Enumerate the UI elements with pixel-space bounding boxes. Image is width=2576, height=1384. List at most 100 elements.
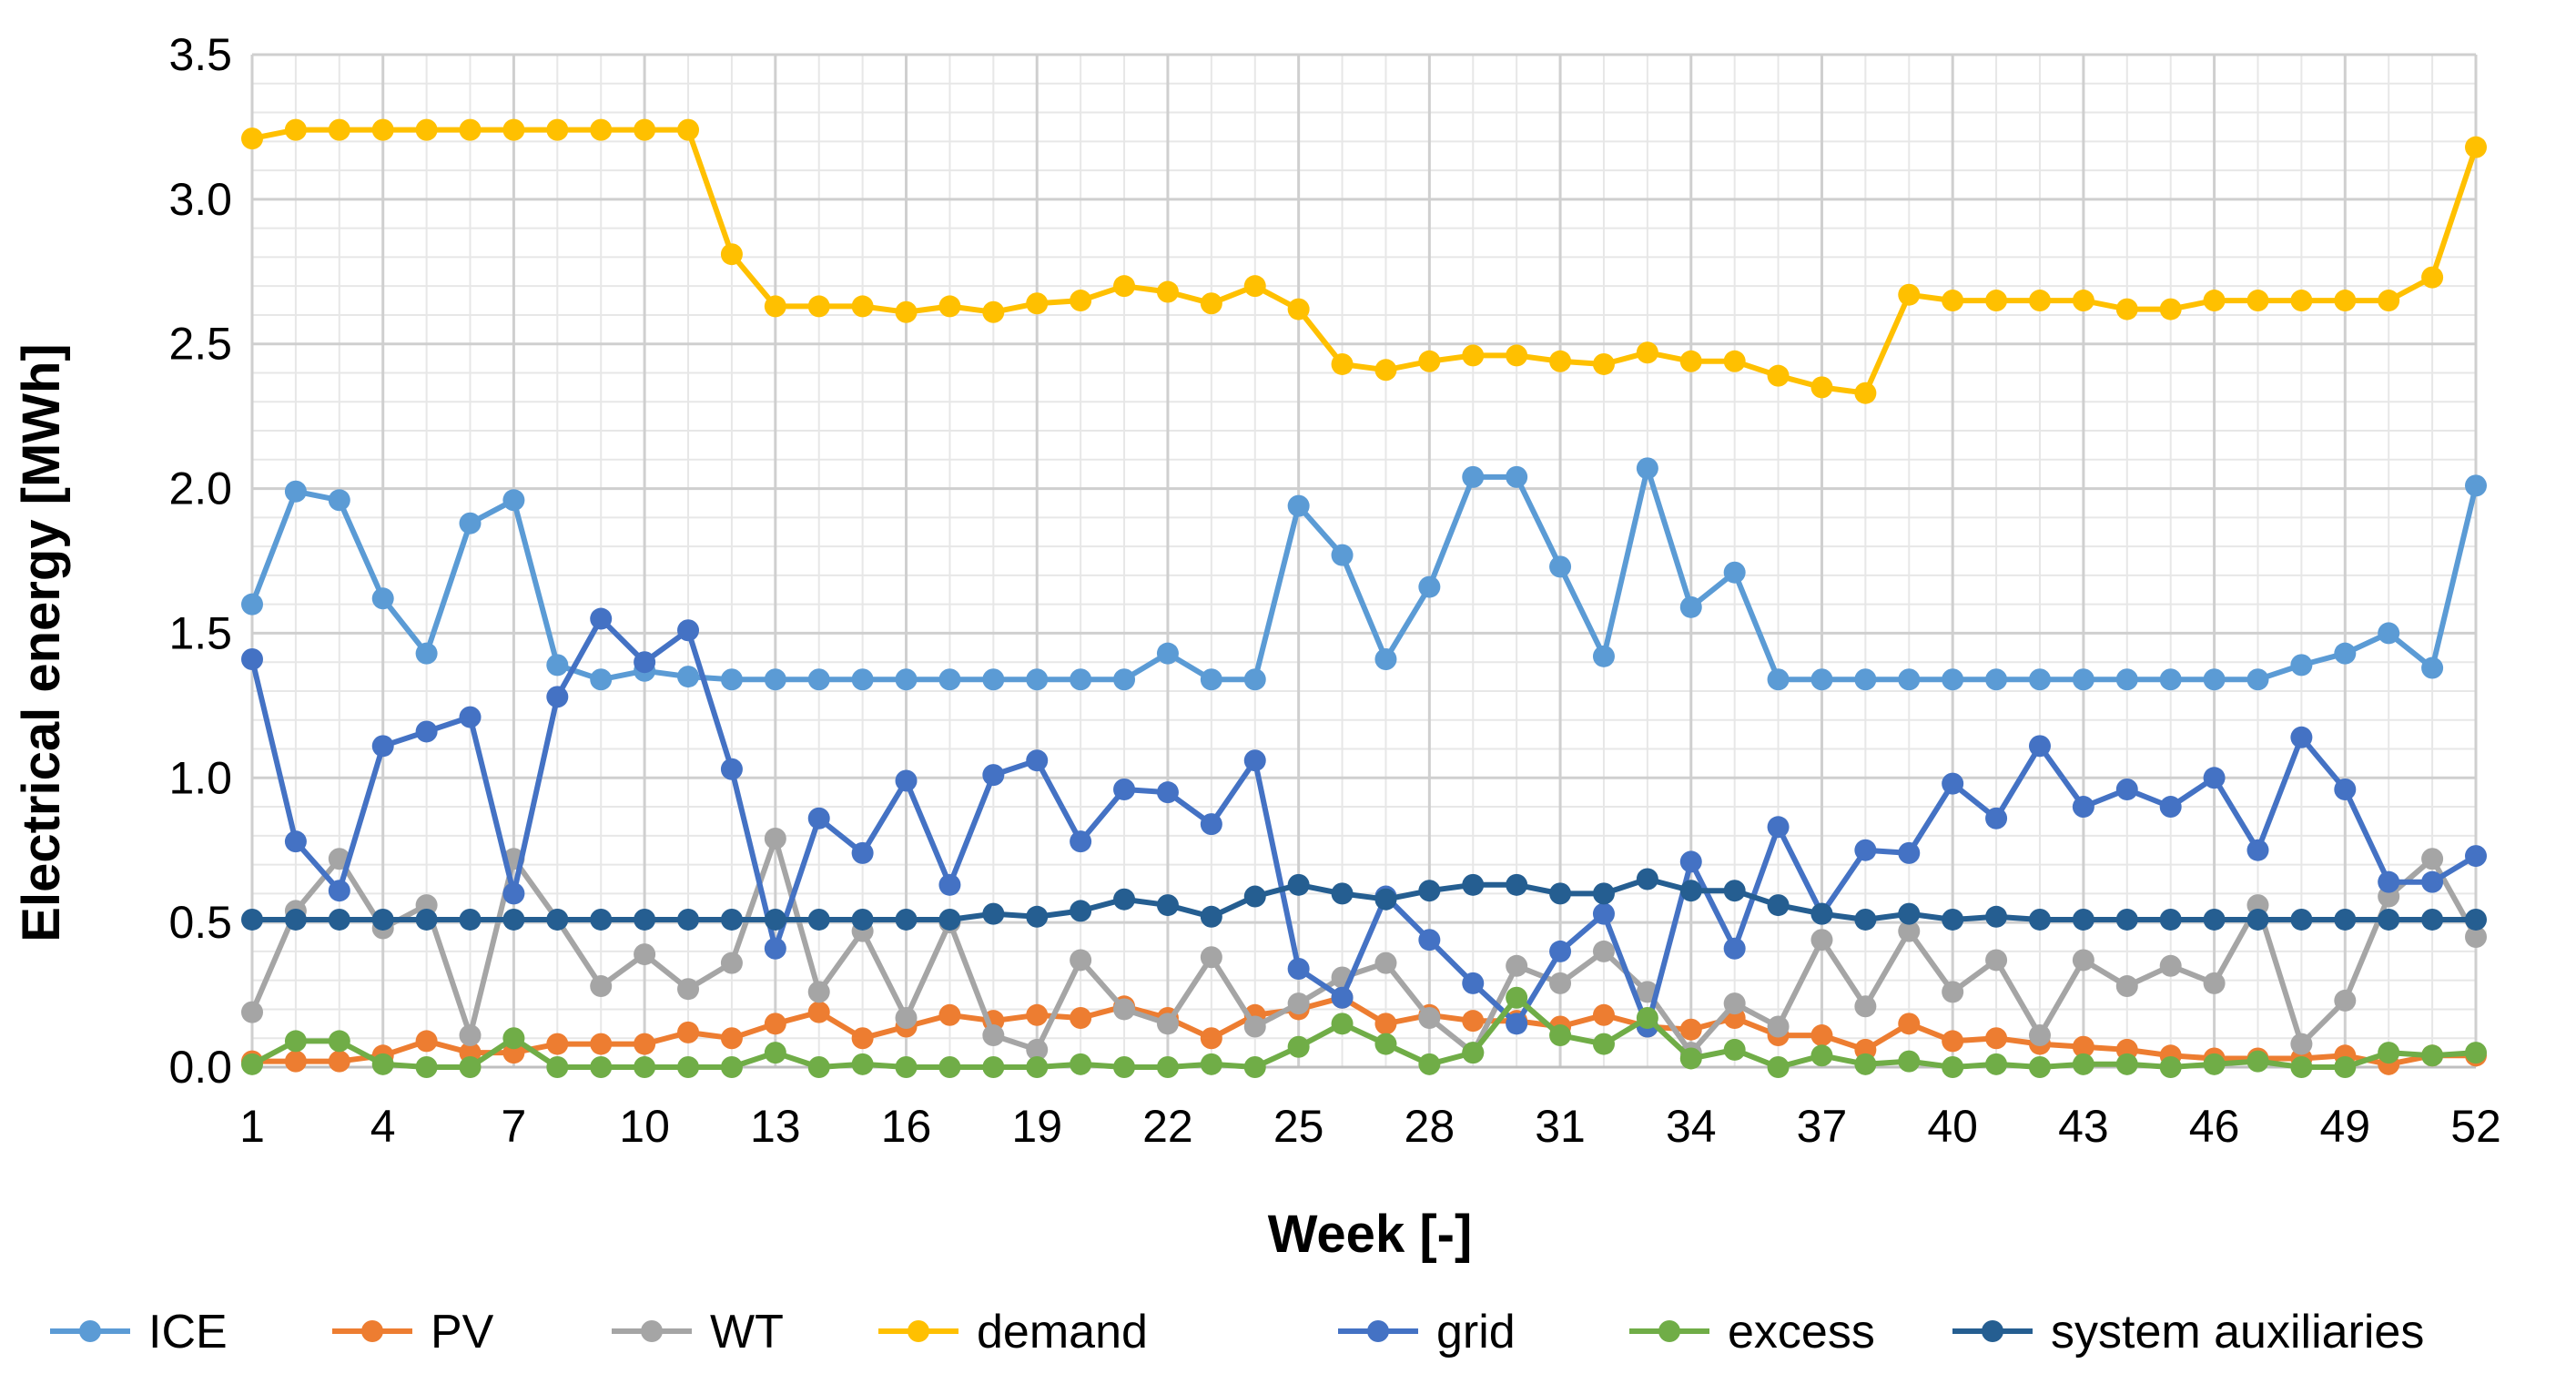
x-tick-label: 31 xyxy=(1535,1101,1586,1152)
data-point xyxy=(1462,465,1485,488)
data-point xyxy=(1026,1038,1049,1061)
legend-entry: excess xyxy=(1629,1306,1875,1359)
data-point xyxy=(328,1030,350,1053)
x-tick-label: 34 xyxy=(1666,1101,1717,1152)
data-point xyxy=(1679,850,1702,873)
data-point xyxy=(1549,1024,1572,1047)
legend: ICE PV WT demand grid excess system auxiliarie… xyxy=(50,1306,2424,1359)
data-point xyxy=(982,300,1005,323)
legend-marker xyxy=(361,1320,383,1342)
data-point xyxy=(1462,344,1485,367)
data-point xyxy=(2072,949,2094,972)
data-point xyxy=(2378,622,2400,645)
data-point xyxy=(1636,868,1658,890)
data-point xyxy=(1898,920,1921,942)
data-point xyxy=(1243,749,1266,772)
x-tick-label: 22 xyxy=(1142,1101,1193,1152)
data-point xyxy=(764,295,786,318)
data-point xyxy=(1592,645,1615,667)
legend-marker xyxy=(79,1320,101,1342)
x-tick-label: 1 xyxy=(239,1101,265,1152)
data-point xyxy=(1287,957,1310,980)
data-point xyxy=(371,587,394,610)
data-point xyxy=(764,1013,786,1035)
data-point xyxy=(1549,940,1572,962)
data-point xyxy=(371,118,394,141)
data-point xyxy=(1156,894,1179,917)
data-point xyxy=(1462,1010,1485,1033)
data-point xyxy=(1854,668,1877,691)
data-point xyxy=(851,908,874,931)
data-point xyxy=(1070,290,1092,312)
data-point xyxy=(1243,275,1266,298)
data-point xyxy=(546,686,569,708)
data-point xyxy=(502,489,525,512)
data-point xyxy=(634,943,656,966)
data-point xyxy=(2246,1050,2269,1073)
y-tick-labels: 0.0 0.5 1.0 1.5 2.0 2.5 3.0 3.5 xyxy=(168,29,232,1093)
data-point xyxy=(1243,1015,1266,1038)
legend-entry: demand xyxy=(878,1306,1148,1359)
data-point xyxy=(1898,668,1921,691)
data-point xyxy=(1592,1033,1615,1055)
data-point xyxy=(284,830,307,853)
data-point xyxy=(415,720,438,743)
data-point xyxy=(284,908,307,931)
series-line xyxy=(251,127,2479,396)
data-point xyxy=(1462,972,1485,994)
data-point xyxy=(2072,796,2094,819)
data-point xyxy=(982,1056,1005,1078)
y-tick-label: 2.0 xyxy=(168,463,232,514)
data-point xyxy=(982,764,1005,787)
data-point xyxy=(1331,544,1354,566)
data-point xyxy=(1942,908,1964,931)
data-point xyxy=(2334,908,2357,931)
series-wt xyxy=(241,828,2487,1064)
data-point xyxy=(1156,280,1179,303)
data-point xyxy=(2159,298,2182,321)
data-point xyxy=(720,243,743,266)
data-point xyxy=(720,758,743,780)
data-point xyxy=(1156,642,1179,665)
legend-label: excess xyxy=(1728,1306,1875,1359)
data-point xyxy=(284,1050,307,1073)
series-line xyxy=(249,616,2478,1030)
x-tick-label: 25 xyxy=(1273,1101,1324,1152)
data-point xyxy=(2246,668,2269,691)
data-point xyxy=(807,981,830,1003)
x-tick-label: 43 xyxy=(2058,1101,2109,1152)
data-point xyxy=(1723,561,1746,584)
data-point xyxy=(851,1027,874,1050)
legend-marker xyxy=(641,1320,663,1342)
data-point xyxy=(2028,290,2051,312)
data-point xyxy=(1942,772,1964,795)
data-point xyxy=(1287,494,1310,517)
data-point xyxy=(590,975,613,998)
data-point xyxy=(371,908,394,931)
data-point xyxy=(1679,350,1702,372)
data-point xyxy=(2072,1053,2094,1075)
data-point xyxy=(1985,807,2008,829)
data-point xyxy=(1374,1033,1397,1055)
data-point xyxy=(502,118,525,141)
data-point xyxy=(1200,1027,1222,1050)
data-point xyxy=(415,642,438,665)
legend-entry: system auxiliaries xyxy=(1952,1306,2424,1359)
data-point xyxy=(590,118,613,141)
data-point xyxy=(2072,290,2094,312)
data-point xyxy=(2246,908,2269,931)
data-point xyxy=(2465,136,2487,158)
data-point xyxy=(807,1001,830,1023)
data-point xyxy=(1026,292,1049,315)
data-point xyxy=(1070,830,1092,853)
data-point xyxy=(1506,986,1528,1009)
data-point xyxy=(1549,350,1572,372)
data-point xyxy=(1898,902,1921,925)
data-point xyxy=(1636,457,1658,480)
data-point xyxy=(2159,1056,2182,1078)
series-excess xyxy=(241,986,2487,1078)
data-point xyxy=(1070,949,1092,972)
data-point xyxy=(1462,873,1485,896)
data-point xyxy=(2290,654,2313,677)
